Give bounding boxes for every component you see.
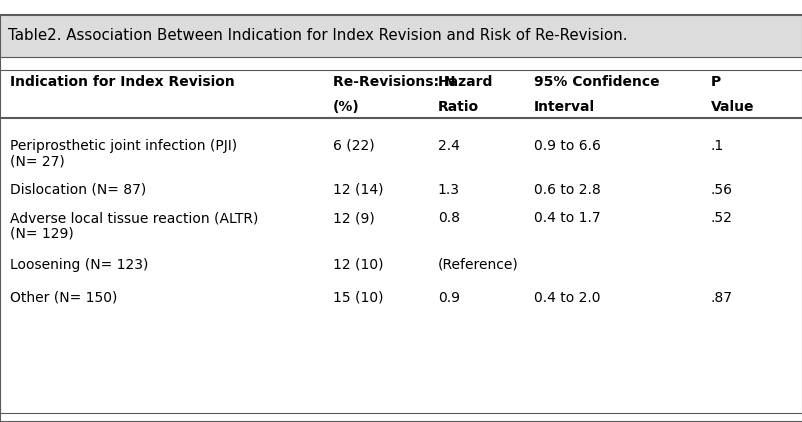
Text: Adverse local tissue reaction (ALTR): Adverse local tissue reaction (ALTR) (10, 211, 257, 225)
Text: Interval: Interval (533, 100, 594, 114)
Text: Hazard: Hazard (437, 75, 492, 89)
Text: Table2. Association Between Indication for Index Revision and Risk of Re-Revisio: Table2. Association Between Indication f… (8, 28, 626, 43)
Text: 1.3: 1.3 (437, 183, 459, 197)
Text: 0.6 to 2.8: 0.6 to 2.8 (533, 183, 600, 197)
Text: Loosening (N= 123): Loosening (N= 123) (10, 257, 148, 272)
Text: (%): (%) (333, 100, 359, 114)
Text: (N= 27): (N= 27) (10, 154, 64, 168)
Text: 2.4: 2.4 (437, 138, 459, 153)
Text: Value: Value (710, 100, 753, 114)
Text: .52: .52 (710, 211, 731, 225)
Text: Indication for Index Revision: Indication for Index Revision (10, 75, 234, 89)
Text: .56: .56 (710, 183, 731, 197)
Text: 6 (22): 6 (22) (333, 138, 375, 153)
Bar (0, 15, 802, 57)
Text: 95% Confidence: 95% Confidence (533, 75, 658, 89)
Text: Periprosthetic joint infection (PJI): Periprosthetic joint infection (PJI) (10, 138, 237, 153)
Text: 0.9: 0.9 (437, 290, 459, 305)
Text: (N= 129): (N= 129) (10, 227, 73, 241)
Text: 0.9 to 6.6: 0.9 to 6.6 (533, 138, 600, 153)
Text: Other (N= 150): Other (N= 150) (10, 290, 117, 305)
Text: 12 (10): 12 (10) (333, 257, 383, 272)
Text: 0.4 to 1.7: 0.4 to 1.7 (533, 211, 600, 225)
Text: Re-Revisions: N: Re-Revisions: N (333, 75, 456, 89)
Text: Ratio: Ratio (437, 100, 478, 114)
Text: 12 (14): 12 (14) (333, 183, 383, 197)
Text: 15 (10): 15 (10) (333, 290, 383, 305)
Text: 0.4 to 2.0: 0.4 to 2.0 (533, 290, 600, 305)
Text: P: P (710, 75, 720, 89)
Text: (Reference): (Reference) (437, 257, 518, 272)
Text: 0.8: 0.8 (437, 211, 459, 225)
Text: .1: .1 (710, 138, 723, 153)
Text: Dislocation (N= 87): Dislocation (N= 87) (10, 183, 146, 197)
Text: .87: .87 (710, 290, 731, 305)
Text: 12 (9): 12 (9) (333, 211, 375, 225)
